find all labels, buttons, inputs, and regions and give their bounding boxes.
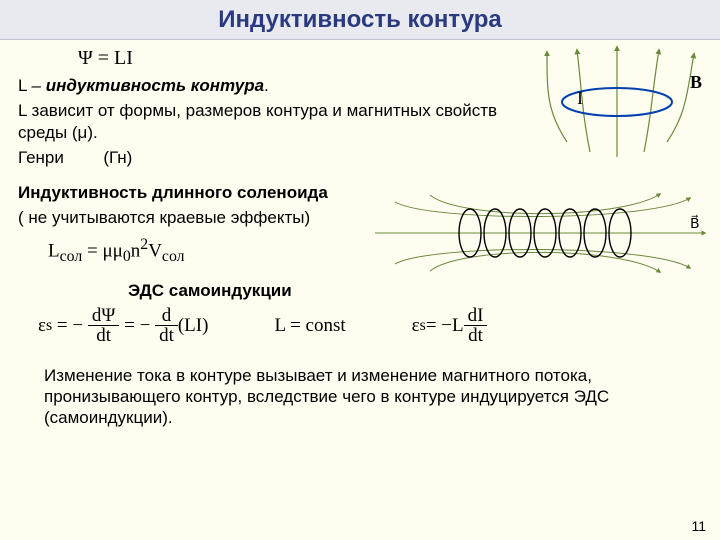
eps3-pre: = −L <box>426 314 464 338</box>
label-I: I <box>577 88 583 108</box>
page-number: 11 <box>691 518 706 534</box>
label-B: B <box>690 72 702 92</box>
frac2-den: dt <box>155 326 178 347</box>
explanation-text: Изменение тока в контуре вызывает и изме… <box>44 365 684 429</box>
unit-pre: Генри <box>18 148 64 167</box>
page-title: Индуктивность контура <box>218 6 502 34</box>
solenoid-diagram: B⃗ <box>370 192 710 274</box>
emf-heading: ЭДС самоиндукции <box>128 280 702 301</box>
eq-sol-sub3: сол <box>162 248 185 265</box>
eq-sol-V: V <box>148 240 162 261</box>
depends-line: L зависит от формы, размеров контура и м… <box>18 100 518 143</box>
frac1-num: dΨ <box>88 306 120 326</box>
eps3: ε <box>412 314 420 338</box>
unit-post: (Гн) <box>103 148 132 167</box>
frac3-num: dI <box>464 306 488 326</box>
frac2-paren: (LI) <box>178 314 209 338</box>
eq-sol-mu: = μμ <box>82 240 123 261</box>
label-Bvec: B⃗ <box>690 214 700 232</box>
eq-sol-n: n <box>131 240 141 261</box>
frac1-den: dt <box>88 326 120 347</box>
eq-sol-sub: сол <box>60 248 83 265</box>
eq-sol-sub0: 0 <box>123 248 131 265</box>
frac3-den: dt <box>464 326 488 347</box>
def-suffix: . <box>264 76 269 95</box>
frac2-num: d <box>155 306 178 326</box>
eq-const: L = const <box>274 314 345 338</box>
eq-sol-sup: 2 <box>140 236 148 253</box>
loop-field-diagram: I B <box>522 42 712 162</box>
eq-sol-L: L <box>48 240 60 261</box>
eps1: ε <box>38 314 46 338</box>
emf-equations: εs = − dΨdt = − ddt (LI) L = const εs = … <box>18 306 702 347</box>
def-prefix: L – <box>18 76 46 95</box>
def-emph: индуктивность контура <box>46 76 264 95</box>
title-bar: Индуктивность контура <box>0 0 720 40</box>
